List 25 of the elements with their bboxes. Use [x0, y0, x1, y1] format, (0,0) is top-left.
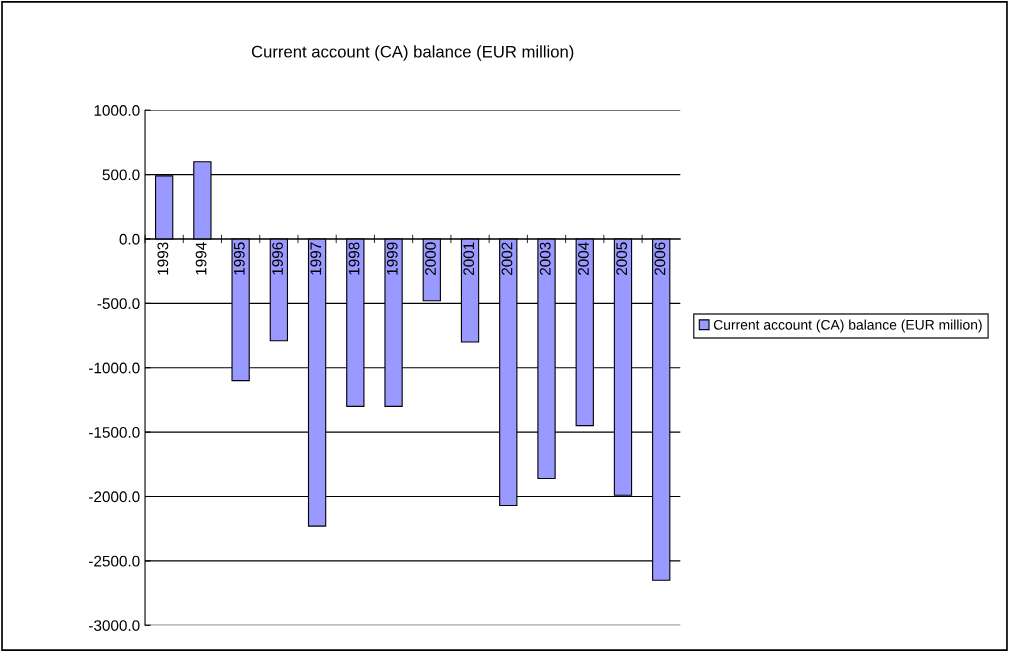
x-tick-label: 2006: [654, 242, 666, 275]
x-tick-label: 2005: [616, 242, 628, 275]
y-tick-label: 1000.0: [94, 105, 140, 116]
y-tick-label: -500.0: [97, 298, 140, 310]
x-tick-label: 1997: [310, 242, 322, 275]
chart-title: Current account (CA) balance (EUR million): [251, 45, 574, 61]
x-tick-label: 1994: [195, 242, 207, 275]
y-tick-label: 0.0: [119, 233, 140, 245]
y-tick-label: -1000.0: [89, 362, 140, 374]
x-tick-label: 1996: [272, 242, 283, 275]
x-tick-label: 1999: [386, 242, 398, 275]
x-tick-label: 1993: [157, 242, 169, 275]
x-tick-label: 1998: [348, 242, 360, 275]
x-tick-label: 1995: [233, 242, 245, 275]
x-tick-label: 2003: [539, 242, 551, 275]
y-tick-label: -1500.0: [89, 426, 140, 438]
y-tick-label: -3000.0: [89, 620, 140, 631]
y-tick-label: -2000.0: [89, 491, 140, 503]
x-tick-label: 2000: [425, 242, 436, 275]
x-tick-label: 2002: [501, 242, 513, 275]
y-tick-label: 500.0: [102, 169, 140, 181]
legend-label: Current account (CA) balance (EUR million): [713, 319, 982, 333]
x-tick-label: 2004: [578, 242, 589, 275]
x-tick-label: 2001: [463, 242, 475, 275]
y-tick-label: -2500.0: [89, 555, 140, 567]
